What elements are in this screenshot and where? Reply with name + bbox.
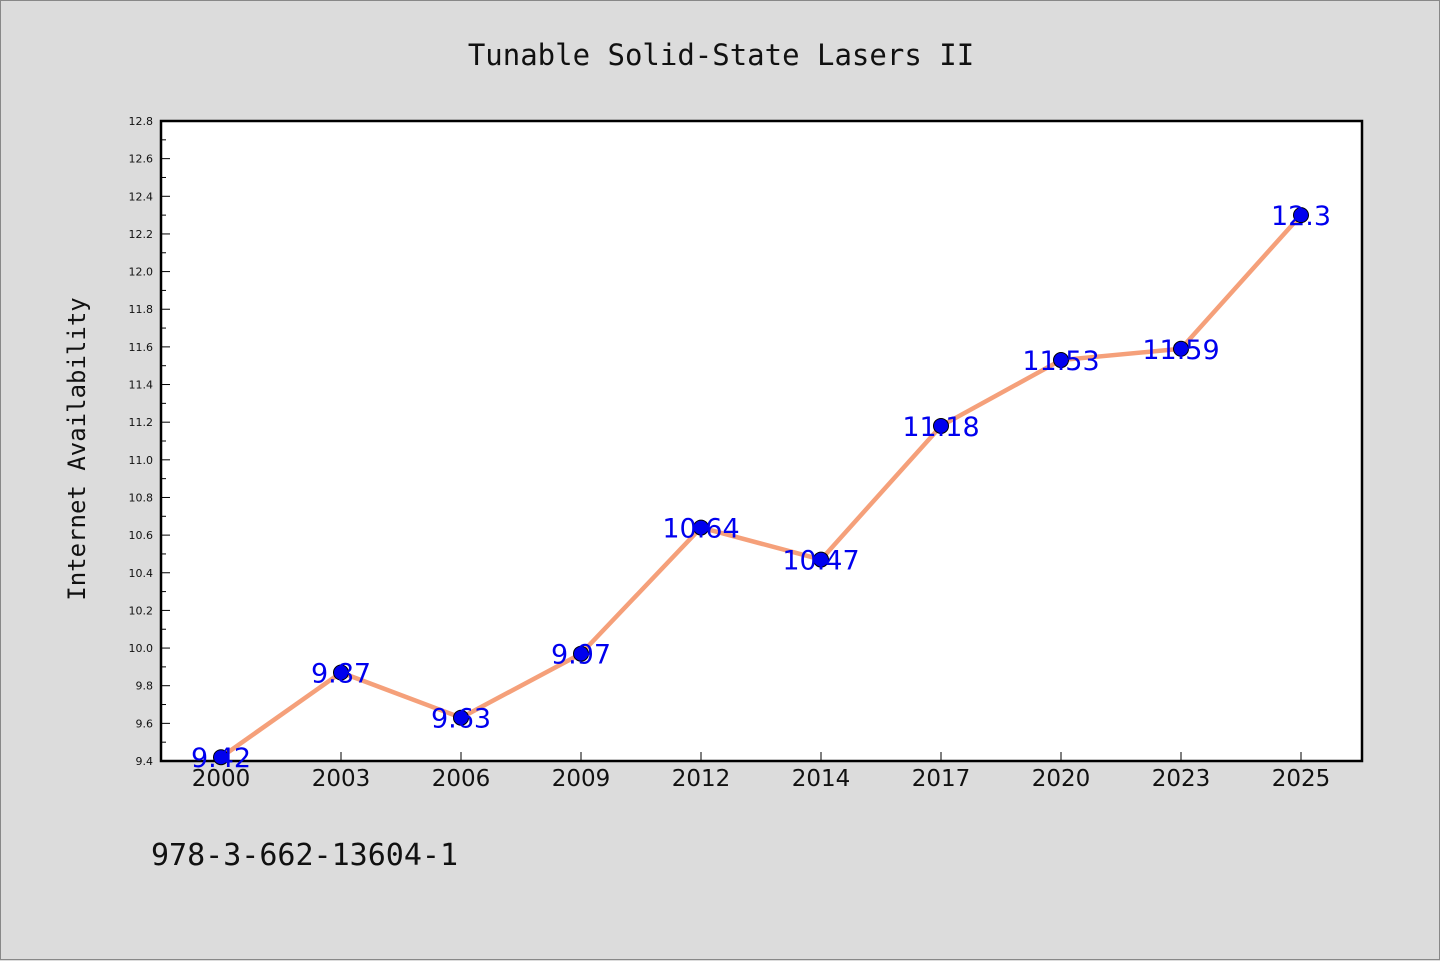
data-point <box>1173 340 1189 357</box>
data-label-layer: 9.42 9.87 9.63 9.97 10.64 10.47 11.18 11.53 11.5… <box>191 201 1331 774</box>
chart-title: Tunable Solid-State Lasers II <box>468 38 974 72</box>
y-tick-label: 9.8 <box>136 680 154 693</box>
x-tick-label: 2006 <box>432 766 491 792</box>
marker-layer <box>213 207 1309 766</box>
isbn-footer: 978-3-662-13604-1 <box>151 838 458 873</box>
data-point <box>1053 352 1069 369</box>
y-tick-label: 11.0 <box>129 454 154 467</box>
data-point <box>453 709 469 726</box>
y-tick-label: 12.0 <box>129 266 154 279</box>
data-label: 11.59 <box>1142 335 1219 366</box>
x-tick-label: 2003 <box>312 766 371 792</box>
y-tick-label: 10.4 <box>129 567 154 580</box>
y-tick-label: 11.4 <box>129 379 154 392</box>
series-layer <box>218 212 1304 760</box>
data-point <box>933 417 949 434</box>
data-label: 12.3 <box>1271 201 1331 232</box>
y-tick-label: 9.6 <box>136 717 154 730</box>
data-label: 11.53 <box>1022 346 1099 377</box>
data-point <box>693 519 709 536</box>
y-tick-label: 11.8 <box>129 303 154 316</box>
data-point <box>573 645 589 662</box>
data-point <box>333 664 349 681</box>
x-tick-label: 2009 <box>552 766 611 792</box>
x-tick-label: 2017 <box>912 766 971 792</box>
y-tick-label: 12.4 <box>129 190 154 203</box>
data-label: 10.64 <box>662 514 739 545</box>
y-tick-label: 10.2 <box>129 604 154 617</box>
data-label: 9.63 <box>431 704 491 735</box>
data-point <box>1293 207 1309 224</box>
data-point <box>813 551 829 568</box>
data-label: 11.18 <box>902 412 979 443</box>
y-axis: 9.4 9.6 9.8 10.0 10.2 10.4 10.6 10.8 11.0 11.2 11.… <box>129 115 170 768</box>
x-axis: 2000 2003 2006 2009 2012 2014 2017 2020 2023 2025 <box>192 752 1331 792</box>
x-tick-label: 2020 <box>1032 766 1091 792</box>
y-tick-label: 11.6 <box>129 341 154 354</box>
x-tick-label: 2014 <box>792 766 851 792</box>
x-tick-label: 2000 <box>192 766 251 792</box>
series-line <box>218 212 1304 760</box>
y-tick-label: 12.8 <box>129 115 154 128</box>
x-tick-label: 2023 <box>1152 766 1211 792</box>
x-tick-label: 2012 <box>672 766 731 792</box>
data-point <box>213 749 229 766</box>
y-tick-label: 9.4 <box>136 755 154 768</box>
y-tick-label: 11.2 <box>129 416 154 429</box>
y-tick-label: 10.8 <box>129 491 154 504</box>
y-tick-label: 10.0 <box>129 642 154 655</box>
data-label: 10.47 <box>782 546 859 577</box>
y-tick-label: 12.6 <box>129 153 154 166</box>
y-axis-label: Internet Availability <box>63 297 91 600</box>
plot-area <box>159 119 1364 763</box>
y-tick-label: 12.2 <box>129 228 154 241</box>
data-label: 9.42 <box>191 743 251 774</box>
data-label: 9.97 <box>551 640 611 671</box>
y-tick-label: 10.6 <box>129 529 154 542</box>
data-label: 9.87 <box>311 659 371 690</box>
x-tick-label: 2025 <box>1272 766 1331 792</box>
